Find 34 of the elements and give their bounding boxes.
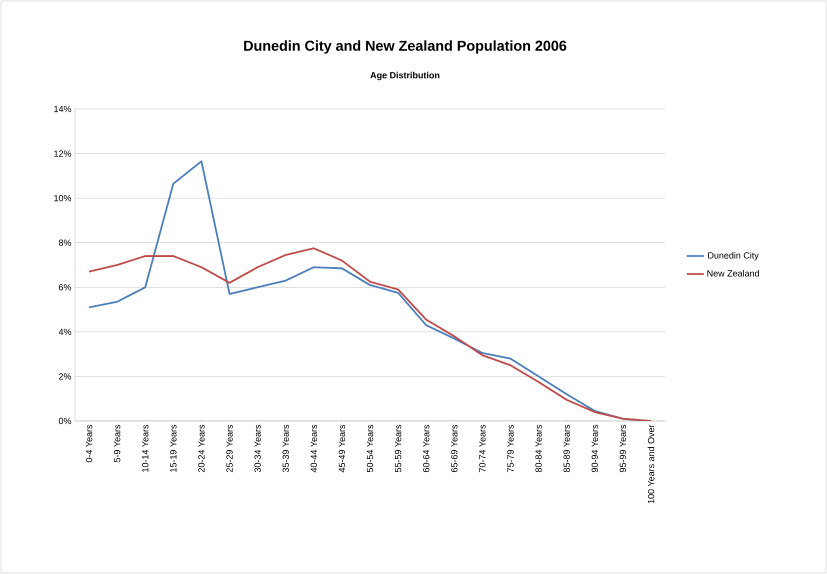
x-tick-label: 60-64 Years [423,424,430,472]
x-tick-label: 10-14 Years [142,424,148,472]
chart-title: Dunedin City and New Zealand Population 2006 [244,40,566,54]
y-tick-label: 2% [58,373,72,380]
x-tick-label: 45-49 Years [338,424,346,472]
x-tick-label: 85-89 Years [563,424,570,472]
x-tick-label: 100 Years and Over [648,424,654,504]
x-tick-label: 50-54 Years [366,424,374,472]
chart-subtitle: Age Distribution [370,72,440,80]
x-tick-label: 25-29 Years [226,424,233,472]
y-tick-label: 14% [54,106,72,112]
x-tick-label: 80-84 Years [535,424,542,472]
x-tick-label: 90-94 Years [592,424,598,472]
x-tick-label: 70-74 Years [479,424,486,472]
x-tick-label: 35-39 Years [282,424,289,472]
x-tick-label: 65-69 Years [451,424,458,472]
x-tick-label: 75-79 Years [507,424,514,472]
x-tick-label: 15-19 Years [170,424,177,472]
y-tick-label: 4% [58,328,72,335]
legend-label: New Zealand [707,270,759,277]
x-tick-label: 55-59 Years [394,424,402,472]
y-tick-label: 10% [54,194,72,202]
x-tick-label: 95-99 Years [620,424,626,472]
legend-label: Dunedin City [708,252,759,260]
line-series [88,247,652,421]
y-tick-label: 8% [58,240,72,246]
x-tick-label: 40-44 Years [310,424,317,472]
y-tick-label: 6% [58,284,72,290]
y-tick-label: 0% [58,418,72,424]
x-tick-label: 30-34 Years [254,424,261,472]
x-tick-label: 20-24 Years [198,424,205,472]
x-tick-label: 0-4 Years [86,424,92,462]
y-tick-label: 12% [54,150,72,157]
x-tick-label: 5-9 Years [114,424,120,462]
